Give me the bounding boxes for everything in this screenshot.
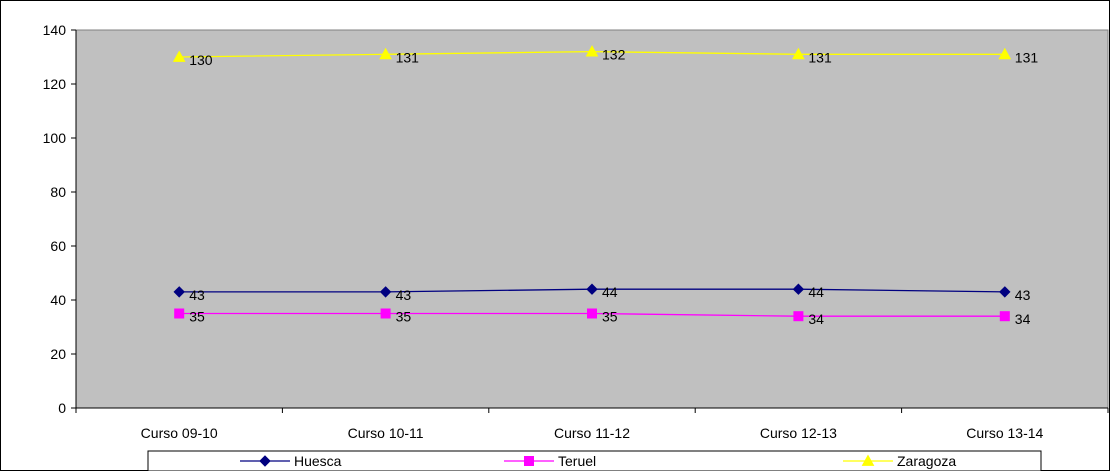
data-label-huesca: 44 bbox=[602, 284, 618, 300]
data-label-teruel: 35 bbox=[396, 309, 412, 325]
data-label-huesca: 44 bbox=[808, 284, 824, 300]
legend-marker-teruel bbox=[524, 456, 534, 466]
data-labels: 43 43 44 44 43 35 35 35 34 34 130 131 132 131 131 bbox=[189, 47, 1038, 328]
point-huesca bbox=[379, 286, 392, 298]
legend-marker-huesca bbox=[259, 455, 271, 467]
point-zaragoza bbox=[998, 47, 1012, 60]
x-tick-label: Curso 12-13 bbox=[760, 425, 837, 441]
point-teruel bbox=[587, 308, 597, 319]
x-tick-label: Curso 11-12 bbox=[554, 425, 630, 441]
y-tick-label: 140 bbox=[43, 22, 67, 38]
data-label-teruel: 34 bbox=[1015, 311, 1031, 327]
data-label-zaragoza: 131 bbox=[1015, 49, 1039, 65]
point-zaragoza bbox=[379, 47, 392, 60]
point-huesca bbox=[999, 286, 1011, 298]
y-tick-label: 80 bbox=[50, 184, 66, 200]
point-teruel bbox=[174, 308, 185, 319]
legend: Huesca Teruel Zaragoza bbox=[240, 453, 956, 469]
point-zaragoza bbox=[792, 47, 805, 60]
y-tick-label: 100 bbox=[43, 130, 67, 146]
point-teruel bbox=[380, 308, 391, 319]
x-tick-label: Curso 09-10 bbox=[141, 425, 218, 441]
data-label-zaragoza: 131 bbox=[808, 49, 832, 65]
legend-label-zaragoza: Zaragoza bbox=[897, 453, 956, 469]
data-label-teruel: 35 bbox=[602, 309, 618, 325]
legend-label-huesca: Huesca bbox=[294, 453, 342, 469]
legend-marker-zaragoza bbox=[861, 454, 875, 466]
axes: 0 20 40 60 80 100 120 140 Curso 09-10 Curso 10-11… bbox=[43, 22, 1109, 441]
y-tick-label: 40 bbox=[50, 292, 66, 308]
legend-label-teruel: Teruel bbox=[558, 453, 596, 469]
point-huesca bbox=[792, 283, 805, 295]
point-zaragoza bbox=[172, 50, 186, 62]
data-label-huesca: 43 bbox=[189, 287, 205, 303]
point-teruel bbox=[793, 311, 804, 322]
data-label-teruel: 35 bbox=[189, 309, 205, 325]
series-layer bbox=[172, 45, 1012, 322]
point-teruel bbox=[999, 311, 1010, 322]
x-tick-label: Curso 13-14 bbox=[966, 425, 1043, 441]
data-label-zaragoza: 132 bbox=[602, 47, 626, 63]
y-tick-label: 60 bbox=[50, 238, 66, 254]
y-tick-label: 20 bbox=[50, 346, 66, 362]
point-huesca bbox=[173, 286, 185, 298]
y-tick-label: 0 bbox=[58, 400, 66, 416]
y-tick-label: 120 bbox=[43, 76, 67, 92]
x-tick-label: Curso 10-11 bbox=[348, 425, 424, 441]
data-label-huesca: 43 bbox=[396, 287, 412, 303]
point-zaragoza bbox=[585, 45, 599, 57]
plot-area bbox=[75, 29, 1109, 409]
point-huesca bbox=[586, 283, 598, 295]
data-label-huesca: 43 bbox=[1015, 287, 1031, 303]
data-label-zaragoza: 131 bbox=[396, 49, 420, 65]
data-label-zaragoza: 130 bbox=[189, 52, 213, 68]
data-label-teruel: 34 bbox=[808, 311, 824, 327]
legend-box bbox=[147, 450, 1042, 471]
